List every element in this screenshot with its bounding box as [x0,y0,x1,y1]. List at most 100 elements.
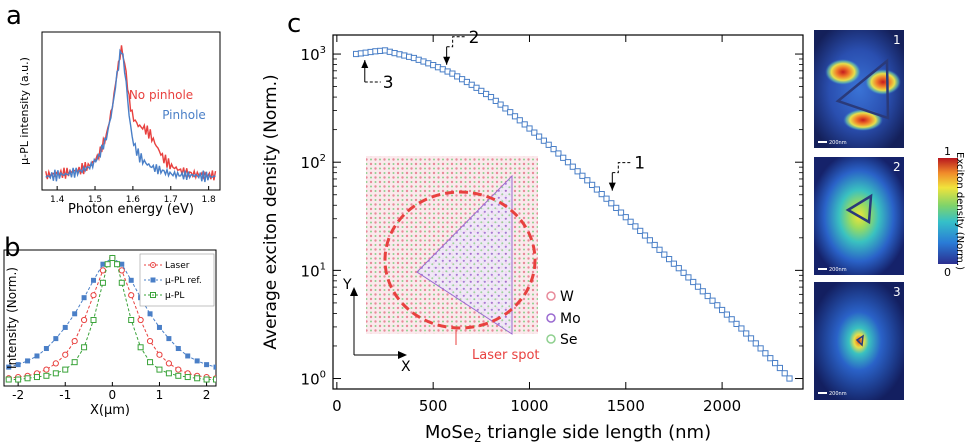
panel-b-point [43,346,49,352]
panel-c-point [666,256,673,263]
panel-b-plot-frame [3,249,217,387]
panel-b-point [91,277,97,283]
panel-c-point [622,214,629,221]
panel-a-xtick-label: 1.7 [164,195,178,205]
panel-b-point [33,374,40,381]
panel-b-point [118,279,125,286]
annotation-arrowhead [608,182,616,191]
panel-c-point [502,105,509,112]
panel-b-point [43,366,50,373]
panel-a-xlabel: Photon energy (eV) [68,202,194,217]
panel-b-point [137,344,144,351]
panel-b-point [175,346,181,352]
panel-b-series [5,254,216,383]
panel-b-point [137,316,144,324]
panel-b-point [71,359,78,366]
exciton-map-2: 2 200nm [814,157,904,275]
panel-b-point [147,359,154,366]
panel-b-ylabel: Intensity (Norm.) [5,267,19,369]
panel-b-point [146,337,154,345]
panel-b-xtick-label: 1 [156,388,164,402]
panel-b-point [114,261,121,268]
panel-b-point [34,353,40,359]
panel-b-point [109,255,116,261]
panel-c-point [617,209,625,216]
map-3-scalebar: 200nm [829,391,847,397]
panel-b-point [165,370,172,377]
panel-label-b: b [4,233,21,263]
panel-b-point [5,376,12,383]
panel-c-xtick-label: 0 [332,397,342,415]
legend-se: Se [560,332,578,348]
exciton-map-3: 3 200nm [814,282,904,400]
panel-c-point [714,302,721,309]
panel-a-series [45,45,217,183]
annotation-label-1: 1 [634,154,645,174]
inset-axis-y: Y [342,277,352,293]
panel-b-point [25,358,31,364]
legend-laser: Laser [165,261,190,271]
panel-b-point [53,336,59,342]
panel-a-series-pinhole [45,48,216,183]
panel-a-ylabel: µ-PL intensity (a.u.) [18,57,31,165]
colorbar-max: 1 [944,145,951,158]
annotation-label-3: 3 [383,73,394,93]
panel-b-point [15,362,21,368]
panel-c-point [637,227,644,235]
panel-c-point [767,355,774,362]
panel-a-plot-frame [41,31,221,191]
panel-c-point [641,232,649,239]
panel-b-point [62,351,69,358]
panel-b-point [165,360,172,367]
panel-c-point [772,360,779,367]
panel-c-point [675,265,682,272]
panel-b-xtick-label: 2 [203,388,211,402]
panel-b-point [156,366,163,373]
panel-c-ylabel: Average exciton density (Norm.) [261,74,281,349]
panel-c-point [757,345,764,352]
panel-label-c: c [287,9,301,39]
panel-c-point [704,292,711,300]
panel-c-axes: 0 500 1000 1500 2000 100 101 102 103 [301,35,803,415]
panel-b-x-ticks: -2 -1 0 1 2 [12,382,210,402]
panel-c-point [670,260,677,267]
map-3-label: 3 [893,285,901,299]
panel-b-xlabel: X(µm) [90,403,130,418]
panel-a-xtick-label: 1.5 [88,195,102,205]
panel-b-point [175,372,182,379]
panel-c-point [656,246,663,253]
panel-c-point [584,177,591,184]
panel-b-point [204,362,210,368]
panel-b-point [71,337,78,345]
panel-b-chart: -2 -1 0 1 2 X(µm) Intensity (Norm.) Laser µ-… [3,249,217,418]
panel-c-series [353,47,793,382]
panel-c-plot-frame [332,34,804,390]
panel-c-point [526,125,533,132]
panel-a-xtick-label: 1.6 [126,195,141,205]
panel-b-point [147,311,153,317]
panel-a-chart: 1.4 1.5 1.6 1.7 1.8 Photon energy (eV) µ-PL … [18,31,221,217]
panel-b-point [156,351,163,358]
panel-c-xtick-label: 1000 [510,397,548,415]
panel-c-point [589,181,596,189]
map-1-scalebar: 200nm [829,140,847,146]
panel-c-ytick-label: 103 [301,45,326,64]
panel-c-point [492,97,499,105]
panel-c-point [545,141,552,148]
panel-b-point [213,376,216,383]
panel-c-xtick-label: 1500 [607,397,645,415]
panel-b-point [81,344,88,351]
panel-c-point [661,251,668,258]
panel-a-xtick-label: 1.4 [50,195,65,205]
annotation-arrowhead [361,60,369,69]
legend-pl: µ-PL [165,291,184,301]
panel-c-point [762,350,769,357]
panel-b-xtick-label: -1 [59,388,71,402]
panel-a-xtick-label: 1.8 [201,195,216,205]
panel-b-point [62,366,69,373]
legend-pinhole: Pinhole [162,108,206,122]
map-2-scalebar: 200nm [829,267,847,273]
panel-b-point [203,376,210,383]
panel-c-point [593,186,600,193]
panel-c-point [719,306,726,314]
